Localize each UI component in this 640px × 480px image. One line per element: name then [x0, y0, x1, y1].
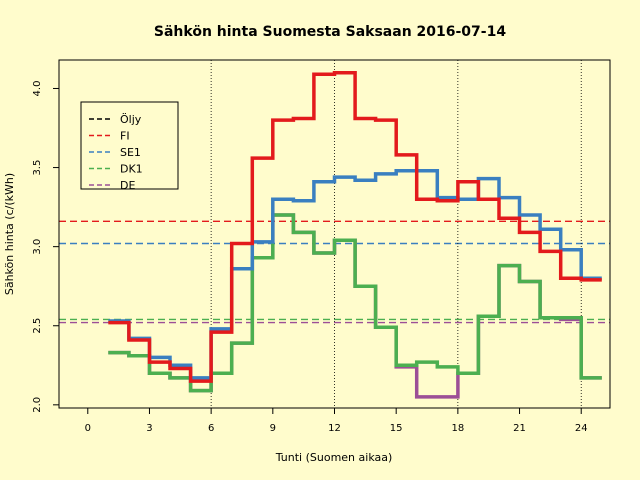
legend: Öljy FI SE1 DK1 DE [80, 101, 179, 192]
x-tick-label: 18 [451, 423, 464, 434]
y-tick-label: 3.0 [32, 239, 43, 255]
y-axis-label: Sähkön hinta (c/(kWh) [3, 173, 16, 295]
y-tick-label: 2.5 [32, 318, 43, 334]
legend-label-dk1: DK1 [120, 163, 143, 176]
x-tick-label: 9 [270, 423, 276, 434]
legend-label-öljy: Öljy [120, 113, 142, 126]
legend-label-de: DE [120, 179, 135, 192]
x-tick-label: 12 [328, 423, 341, 434]
x-tick-label: 0 [85, 423, 91, 434]
series-line-dk1 [108, 213, 602, 393]
x-tick-label: 15 [390, 423, 403, 434]
series-lines [108, 70, 602, 399]
legend-label-se1: SE1 [120, 146, 141, 159]
x-tick-label: 21 [513, 423, 526, 434]
y-tick-label: 3.5 [32, 160, 43, 176]
x-tick-label: 24 [575, 423, 588, 434]
y-tick-label: 2.0 [32, 397, 43, 413]
series-line-fi [108, 70, 602, 383]
y-tick-label: 4.0 [32, 81, 43, 97]
vertical-gridlines [210, 60, 582, 408]
x-tick-label: 3 [146, 423, 152, 434]
legend-label-fi: FI [120, 130, 130, 143]
legend-box [80, 101, 179, 190]
x-axis-label: Tunti (Suomen aikaa) [275, 451, 393, 464]
chart-title: Sähkön hinta Suomesta Saksaan 2016-07-14 [154, 24, 506, 40]
x-axis: 0 3 6 9 12 15 18 21 24 [85, 408, 588, 434]
x-tick-label: 6 [208, 423, 214, 434]
y-axis: 2.0 2.5 3.0 3.5 4.0 [32, 81, 59, 413]
